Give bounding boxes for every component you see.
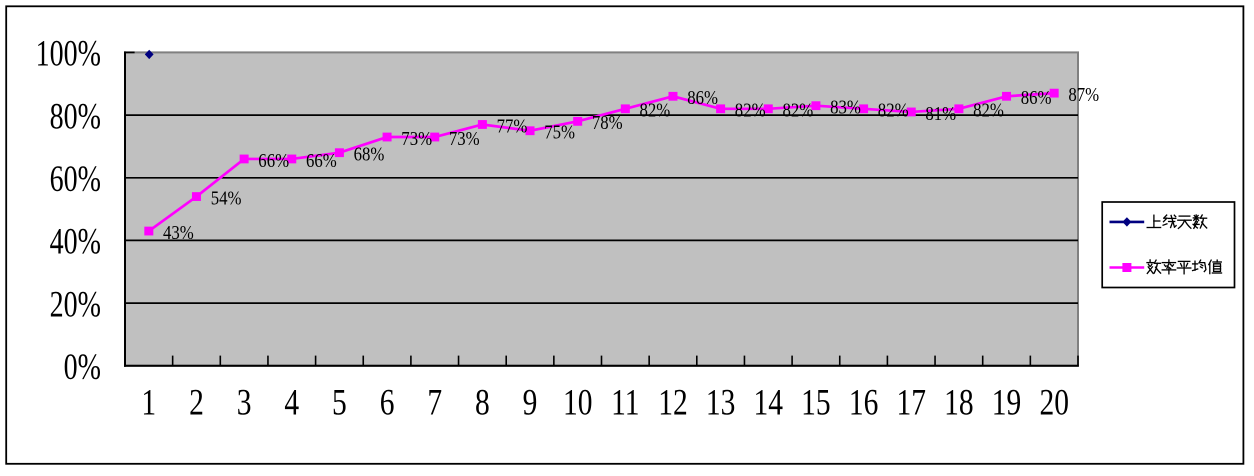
svg-text:86%: 86% [1021, 87, 1052, 110]
svg-text:66%: 66% [258, 149, 289, 172]
svg-text:4: 4 [284, 383, 299, 424]
svg-text:12: 12 [658, 383, 687, 424]
svg-text:20: 20 [1039, 383, 1068, 424]
svg-text:5: 5 [332, 383, 347, 424]
svg-text:40%: 40% [50, 222, 101, 263]
svg-text:100%: 100% [36, 34, 101, 75]
svg-text:87%: 87% [1068, 84, 1099, 107]
svg-text:78%: 78% [592, 112, 623, 135]
svg-text:13: 13 [706, 383, 735, 424]
svg-text:10: 10 [563, 383, 592, 424]
svg-text:82%: 82% [640, 99, 671, 122]
svg-text:18: 18 [944, 383, 973, 424]
svg-text:83%: 83% [830, 96, 861, 119]
svg-text:60%: 60% [50, 159, 101, 200]
svg-text:82%: 82% [783, 99, 814, 122]
svg-text:9: 9 [523, 383, 538, 424]
svg-text:8: 8 [475, 383, 490, 424]
svg-text:75%: 75% [544, 121, 575, 144]
svg-text:1: 1 [141, 383, 156, 424]
svg-text:54%: 54% [211, 187, 242, 210]
svg-text:68%: 68% [354, 143, 385, 166]
svg-text:80%: 80% [50, 97, 101, 138]
svg-text:11: 11 [611, 383, 639, 424]
svg-text:3: 3 [237, 383, 252, 424]
svg-text:66%: 66% [306, 149, 337, 172]
svg-text:14: 14 [754, 383, 784, 424]
svg-text:19: 19 [992, 383, 1021, 424]
svg-text:6: 6 [380, 383, 395, 424]
svg-text:7: 7 [427, 383, 442, 424]
svg-text:15: 15 [801, 383, 830, 424]
svg-text:17: 17 [896, 383, 925, 424]
svg-text:86%: 86% [687, 87, 718, 110]
svg-text:2: 2 [189, 383, 204, 424]
svg-text:82%: 82% [878, 99, 909, 122]
svg-text:73%: 73% [449, 127, 480, 150]
svg-text:43%: 43% [163, 221, 194, 244]
svg-text:16: 16 [849, 383, 878, 424]
svg-text:81%: 81% [925, 102, 956, 125]
svg-text:0%: 0% [64, 347, 101, 388]
svg-text:82%: 82% [735, 99, 766, 122]
svg-text:77%: 77% [497, 115, 528, 138]
svg-text:73%: 73% [401, 127, 432, 150]
svg-text:20%: 20% [50, 285, 101, 326]
svg-text:82%: 82% [973, 99, 1004, 122]
